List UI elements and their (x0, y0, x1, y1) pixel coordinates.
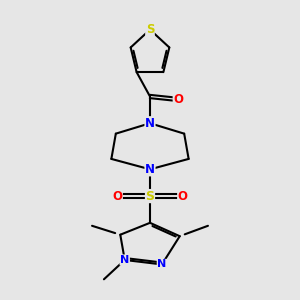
Text: N: N (145, 117, 155, 130)
Text: S: S (146, 190, 154, 202)
Text: N: N (120, 255, 129, 265)
Text: O: O (173, 93, 183, 106)
Text: N: N (145, 163, 155, 176)
Text: O: O (112, 190, 122, 202)
Text: O: O (178, 190, 188, 202)
Text: N: N (157, 260, 167, 269)
Text: S: S (146, 23, 154, 36)
